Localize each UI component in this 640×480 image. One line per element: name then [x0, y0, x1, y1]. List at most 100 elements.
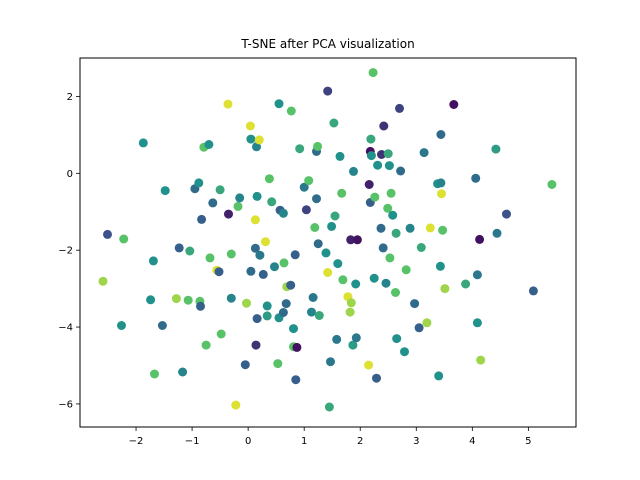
scatter-point [201, 340, 211, 350]
scatter-point [379, 121, 389, 131]
scatter-point [323, 268, 333, 277]
scatter-point [329, 118, 339, 128]
scatter-point [346, 235, 356, 245]
scatter-point [419, 148, 429, 158]
scatter-point [226, 293, 236, 303]
y-axis: −6 −4 −2 0 2 [58, 92, 80, 410]
scatter-point [364, 180, 374, 189]
scatter-point [440, 284, 450, 294]
scatter-point [326, 357, 335, 367]
scatter-point [233, 201, 243, 211]
scatter-point [346, 298, 356, 308]
scatter-point [321, 248, 331, 258]
x-tick-label: 0 [245, 436, 251, 447]
scatter-point [250, 243, 260, 253]
scatter-point [255, 250, 265, 260]
scatter-point [416, 243, 426, 252]
scatter-point [252, 191, 262, 201]
scatter-point [330, 211, 340, 221]
scatter-point [386, 188, 396, 198]
scatter-point [310, 223, 320, 232]
scatter-point [308, 293, 318, 302]
scatter-point [196, 301, 205, 311]
scatter-point [301, 205, 311, 215]
scatter-point [348, 340, 358, 350]
scatter-point [327, 221, 337, 231]
scatter-point [160, 186, 170, 196]
x-tick-label: 4 [469, 436, 475, 447]
scatter-point [146, 295, 156, 305]
scatter-point [472, 270, 482, 280]
axes-frame [79, 57, 577, 428]
scatter-point [364, 360, 374, 370]
scatter-point [401, 265, 411, 275]
scatter-point [366, 151, 376, 161]
scatter-point [185, 246, 195, 256]
y-tick-label: 0 [67, 169, 73, 180]
scatter-point [324, 402, 334, 412]
scatter-point [178, 367, 188, 377]
scatter-point [368, 68, 378, 78]
scatter-point [492, 228, 502, 238]
scatter-point [290, 250, 300, 260]
scatter-point [273, 359, 283, 369]
scatter-point [274, 99, 284, 109]
scatter-point [502, 209, 511, 219]
scatter-point [391, 228, 401, 238]
scatter-point [472, 318, 482, 328]
y-tick-label: 2 [67, 92, 73, 103]
chart-title: T-SNE after PCA visualization [240, 37, 414, 51]
scatter-point [449, 100, 459, 109]
scatter-point [396, 166, 406, 176]
scatter-point [117, 321, 126, 330]
scatter-point [337, 188, 347, 198]
scatter-point [245, 121, 255, 131]
scatter-point [307, 307, 316, 317]
scatter-point [410, 299, 420, 309]
scatter-point [246, 134, 256, 144]
scatter-point [547, 180, 557, 189]
scatter-point [148, 256, 158, 266]
scatter-point [373, 160, 383, 170]
scatter-point [378, 243, 388, 253]
scatter-point [395, 103, 404, 113]
scatter-point [369, 273, 379, 283]
scatter-point [299, 182, 309, 192]
scatter-point [471, 173, 481, 183]
scatter-point [405, 223, 415, 233]
scatter-point [314, 311, 324, 320]
scatter-point [392, 334, 402, 344]
scatter-point [332, 334, 342, 344]
scatter-point [267, 197, 277, 207]
scatter-point [157, 321, 167, 330]
y-tick-label: −2 [58, 246, 73, 257]
scatter-point [335, 151, 345, 161]
scatter-point [383, 149, 393, 159]
scatter-point [376, 223, 386, 233]
scatter-point [235, 193, 245, 203]
scatter-point [278, 208, 288, 218]
scatter-point [313, 239, 323, 249]
scatter-point [333, 259, 343, 269]
scatter-point [491, 144, 501, 154]
scatter-point [295, 144, 305, 154]
scatter-point [400, 347, 409, 357]
scatter-point [246, 266, 256, 276]
scatter-point [251, 340, 261, 350]
scatter-point [226, 249, 236, 259]
scatter-point [388, 210, 398, 220]
scatter-point [434, 371, 444, 381]
x-axis: −2 −1 0 1 2 3 4 5 [129, 427, 532, 447]
scatter-point [286, 106, 296, 116]
scatter-point [475, 234, 485, 244]
scatter-point [262, 301, 272, 311]
scatter-point [261, 237, 270, 247]
scatter-point [292, 342, 302, 352]
scatter-point [351, 279, 361, 289]
scatter-point [240, 360, 250, 370]
scatter-point [270, 262, 279, 272]
scatter-point [349, 166, 358, 176]
scatter-point [391, 288, 400, 297]
scatter-point [312, 194, 321, 204]
